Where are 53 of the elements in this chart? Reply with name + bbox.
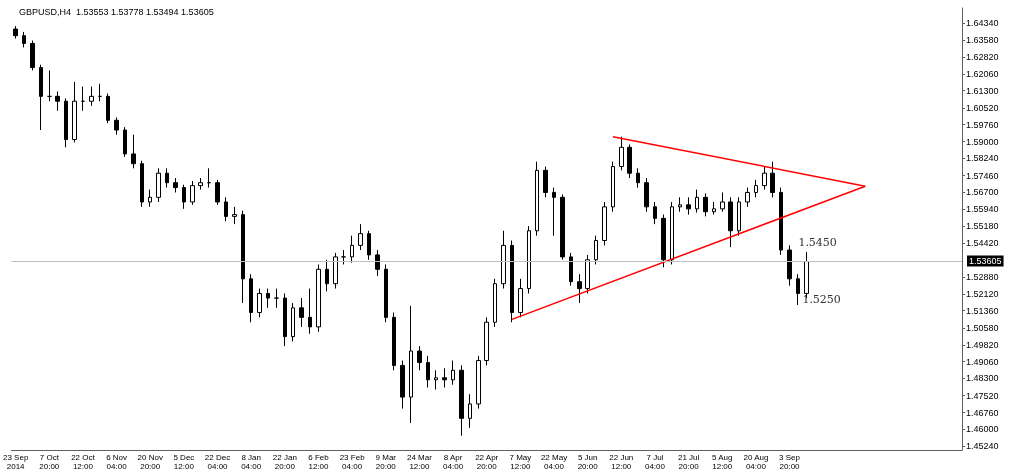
y-tick-label: 1.61300	[966, 85, 999, 96]
y-tick-label: 1.56700	[966, 187, 999, 198]
x-tick-label: 21 Jul 20:00	[677, 453, 700, 471]
y-tick-label: 1.57460	[966, 170, 999, 181]
x-tick-label: 3 Sep 20:00	[779, 453, 801, 471]
x-tick-label: 24 Mar 12:00	[406, 453, 433, 471]
y-tick-label: 1.47520	[966, 390, 999, 401]
y-tick-label: 1.49060	[966, 356, 999, 367]
x-tick-label: 23 Sep 2014	[2, 453, 29, 471]
x-tick-label: 7 Oct 20:00	[39, 453, 60, 471]
y-tick-label: 1.52120	[966, 288, 999, 299]
x-tick-label: 6 Feb 12:00	[308, 453, 330, 471]
annotation: 1.5450	[798, 235, 837, 249]
ref-line-label: 1.53605	[969, 256, 1002, 266]
x-tick-label: 7 Jul 04:00	[644, 453, 666, 471]
x-tick-label: 6 Nov 04:00	[106, 453, 128, 471]
x-tick-label: 5 Aug 12:00	[712, 453, 733, 471]
y-tick-label: 1.58240	[966, 153, 999, 164]
x-tick-label: 22 May 04:00	[540, 453, 568, 471]
x-tick-label: 22 Apr 20:00	[475, 453, 499, 471]
y-tick-label: 1.59000	[966, 136, 999, 147]
y-tick-label: 1.55180	[966, 221, 999, 232]
y-tick-label: 1.46760	[966, 407, 999, 418]
y-tick-label: 1.48300	[966, 373, 999, 384]
y-tick-label: 1.49820	[966, 339, 999, 350]
y-tick-label: 1.46000	[966, 424, 999, 435]
y-tick-label: 1.51360	[966, 305, 999, 316]
y-tick-label: 1.60520	[966, 102, 999, 113]
chart-title: GBPUSD,H4 1.53553 1.53778 1.53494 1.53605	[19, 6, 214, 17]
x-tick-label: 5 Dec 12:00	[173, 453, 195, 471]
x-tick-label: 8 Jan 04:00	[241, 453, 262, 471]
y-tick-label: 1.55940	[966, 204, 999, 215]
y-tick-label: 1.50580	[966, 322, 999, 333]
x-tick-label: 7 May 12:00	[509, 453, 532, 471]
y-tick-label: 1.45240	[966, 441, 999, 452]
x-tick-label: 8 Apr 04:00	[443, 453, 464, 471]
x-tick-label: 22 Jan 20:00	[272, 453, 297, 471]
y-tick-label: 1.59760	[966, 119, 999, 130]
x-tick-label: 20 Nov 20:00	[137, 453, 163, 471]
x-tick-label: 20 Aug 04:00	[743, 453, 769, 471]
y-tick-label: 1.64340	[966, 18, 999, 29]
x-tick-label: 23 Feb 04:00	[339, 453, 366, 471]
x-tick-label: 22 Oct 12:00	[71, 453, 96, 471]
y-tick-label: 1.62820	[966, 51, 999, 62]
y-tick-label: 1.62060	[966, 68, 999, 79]
y-tick-label: 1.54420	[966, 237, 999, 248]
y-tick-label: 1.52880	[966, 272, 999, 283]
y-tick-label: 1.63580	[966, 35, 999, 46]
x-tick-label: 9 Mar 20:00	[375, 453, 397, 471]
x-tick-label: 22 Dec 04:00	[204, 453, 231, 471]
annotation: 1.5250	[802, 293, 841, 307]
x-tick-label: 22 Jun 12:00	[609, 453, 634, 471]
x-tick-label: 5 Jun 20:00	[577, 453, 599, 471]
